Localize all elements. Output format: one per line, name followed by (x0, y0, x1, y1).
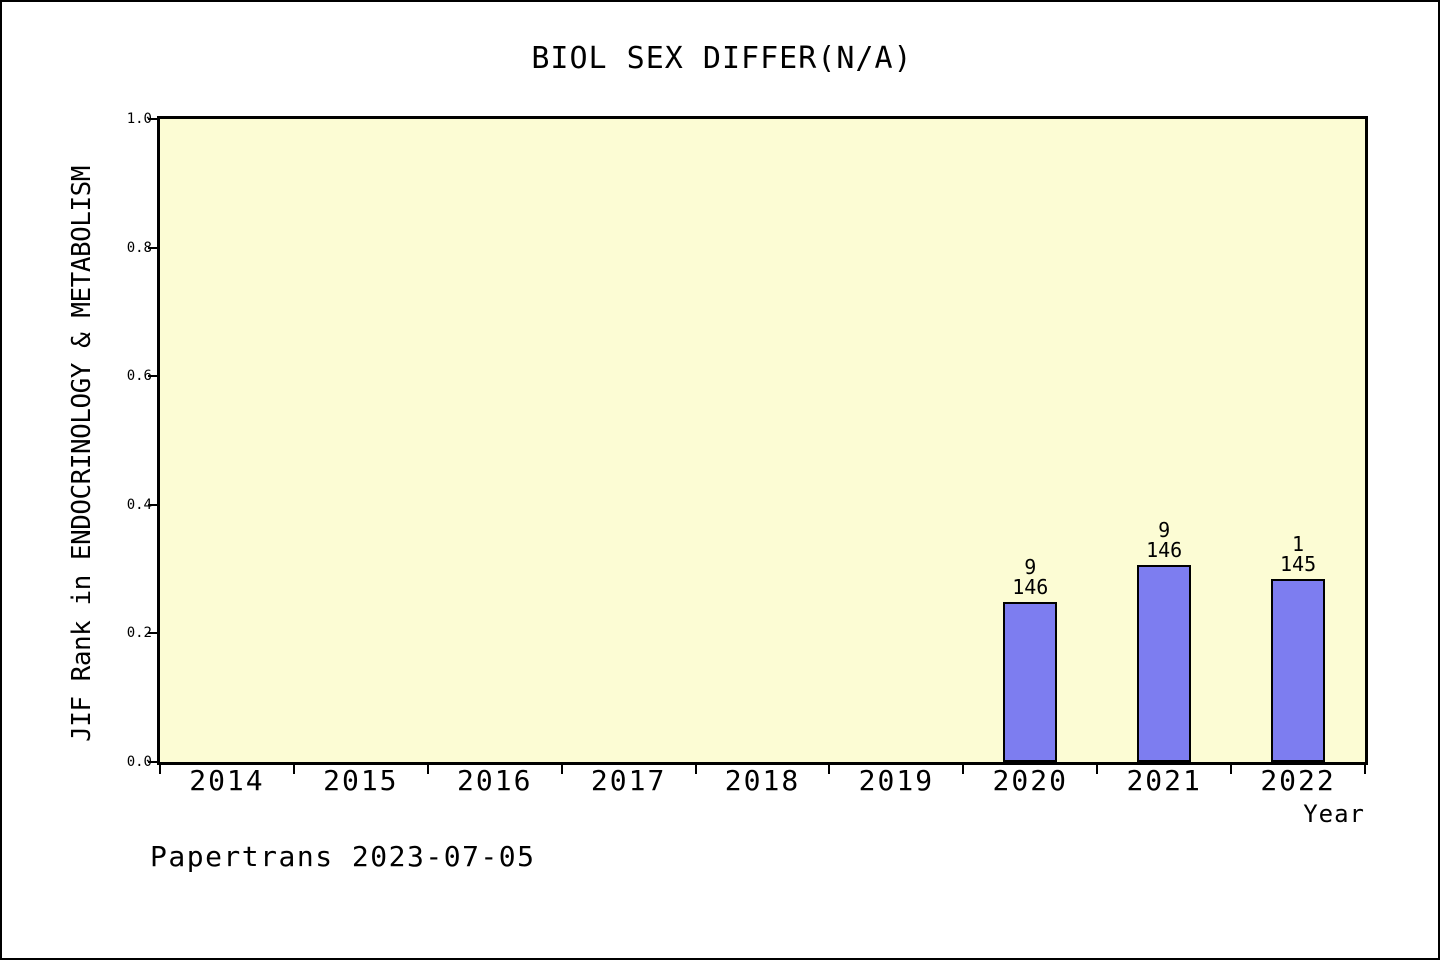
x-category-label: 2019 (858, 764, 935, 797)
x-tick-mark (1230, 765, 1233, 774)
y-tick-label: 0.8 (126, 239, 152, 256)
x-category-label: 2022 (1260, 764, 1336, 797)
y-tick-mark (148, 118, 157, 120)
y-tick-mark (148, 503, 157, 506)
x-tick-mark (159, 765, 161, 774)
x-category-label: 2014 (189, 764, 265, 797)
bar-value-label: 9 146 (963, 557, 1097, 597)
y-tick-label: 0.2 (126, 625, 152, 642)
bar-label-numerator: 9 (1158, 518, 1171, 542)
y-tick-mark (148, 246, 157, 249)
x-axis-label: Year (1303, 800, 1365, 828)
x-tick-mark (560, 765, 563, 774)
bar (1137, 565, 1192, 762)
x-tick-mark (426, 765, 429, 774)
bar-label-denominator: 146 (1012, 575, 1049, 599)
bar-label-denominator: 145 (1279, 552, 1317, 576)
y-tick-mark (148, 375, 157, 378)
x-tick-mark (1096, 765, 1099, 774)
x-category-label: 2016 (457, 764, 533, 797)
x-category-label: 2018 (724, 764, 801, 797)
x-category-label: 2017 (590, 764, 667, 797)
y-tick-mark (148, 632, 157, 635)
y-axis-label: JIF Rank in ENDOCRINOLOGY & METABOLISM (67, 166, 97, 742)
bar-label-numerator: 1 (1292, 532, 1305, 556)
y-tick-label: 0.0 (126, 754, 152, 770)
y-tick-mark (148, 761, 157, 763)
bar-label-denominator: 146 (1146, 538, 1183, 562)
x-tick-mark (962, 765, 965, 774)
bar-value-label: 1 145 (1231, 534, 1365, 574)
y-tick-label: 1.0 (126, 111, 152, 127)
y-tick-label: 0.6 (126, 368, 152, 385)
bar (1003, 602, 1058, 762)
x-tick-mark (1364, 765, 1366, 774)
x-tick-mark (828, 765, 831, 774)
x-category-label: 2020 (992, 764, 1068, 797)
bar-value-label: 9 146 (1097, 520, 1231, 560)
x-category-label: 2015 (323, 764, 399, 797)
x-category-label: 2021 (1126, 764, 1202, 797)
bar (1271, 579, 1326, 762)
chart-title: BIOL SEX DIFFER(N/A) (531, 41, 913, 76)
y-tick-label: 0.4 (126, 496, 152, 513)
bar-label-numerator: 9 (1024, 555, 1037, 579)
x-tick-mark (694, 765, 697, 774)
watermark-text: Papertrans 2023-07-05 (150, 840, 536, 873)
x-tick-mark (292, 765, 295, 774)
